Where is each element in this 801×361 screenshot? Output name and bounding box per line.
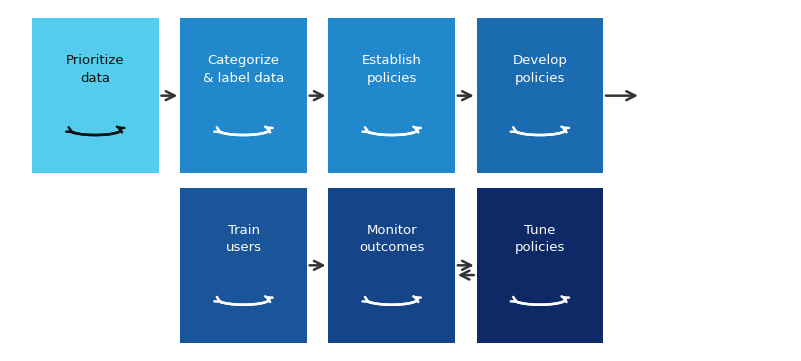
Text: Monitor
outcomes: Monitor outcomes (359, 224, 425, 254)
FancyBboxPatch shape (328, 188, 455, 343)
Text: Tune
policies: Tune policies (515, 224, 565, 254)
FancyBboxPatch shape (180, 18, 307, 173)
Text: Establish
policies: Establish policies (362, 54, 421, 84)
Text: Prioritize
data: Prioritize data (66, 54, 125, 84)
FancyBboxPatch shape (328, 18, 455, 173)
Text: Develop
policies: Develop policies (513, 54, 567, 84)
FancyBboxPatch shape (477, 18, 603, 173)
Text: Categorize
& label data: Categorize & label data (203, 54, 284, 84)
FancyBboxPatch shape (180, 188, 307, 343)
Text: Train
users: Train users (226, 224, 261, 254)
FancyBboxPatch shape (32, 18, 159, 173)
FancyBboxPatch shape (477, 188, 603, 343)
